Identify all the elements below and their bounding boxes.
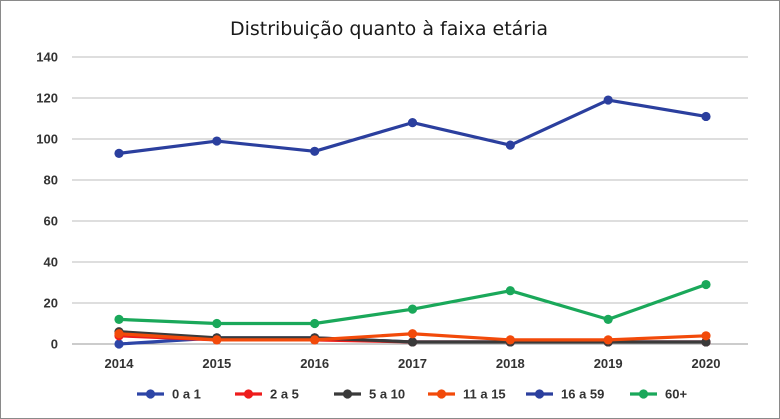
- data-point: [212, 318, 222, 329]
- data-point: [505, 335, 515, 345]
- data-point: [114, 329, 124, 339]
- legend-item: 0 a 1: [137, 387, 201, 402]
- series-group: [114, 95, 711, 349]
- data-point: [505, 140, 515, 150]
- y-tick-label: 140: [36, 50, 58, 65]
- y-tick-label: 20: [44, 296, 58, 311]
- legend-item: 11 a 15: [428, 387, 506, 402]
- legend: 0 a 1 2 a 5 5 a 10 11 a 15 16 a 59 60+: [137, 387, 687, 402]
- y-tick-label: 40: [44, 255, 58, 270]
- data-point: [407, 118, 418, 128]
- data-point: [310, 146, 320, 156]
- data-point: [505, 286, 515, 296]
- data-point: [603, 95, 613, 105]
- x-tick-label: 2015: [202, 356, 231, 371]
- legend-label: 60+: [665, 387, 687, 402]
- series-11-a-15: [114, 329, 711, 345]
- data-point: [212, 136, 222, 146]
- x-tick-label: 2018: [496, 356, 525, 371]
- y-tick-label: 120: [36, 91, 58, 106]
- x-tick-label: 2014: [105, 356, 135, 371]
- series-line: [117, 282, 708, 326]
- y-tick-label: 80: [44, 173, 58, 188]
- legend-swatch-marker: [638, 389, 649, 399]
- legend-swatch-marker: [342, 389, 353, 399]
- series-60plus: [114, 279, 711, 329]
- x-tick-label: 2017: [398, 356, 427, 371]
- legend-label: 0 a 1: [172, 387, 201, 402]
- legend-item: 60+: [630, 387, 687, 402]
- data-point: [407, 304, 418, 314]
- x-tick-label: 2019: [594, 356, 623, 371]
- x-axis-ticks: 2014 2015 2016 2017 2018 2019 2020: [105, 356, 721, 371]
- data-point: [603, 335, 613, 345]
- y-tick-label: 100: [36, 132, 58, 147]
- legend-swatch-marker: [436, 389, 447, 399]
- legend-swatch-marker: [534, 389, 545, 399]
- data-point: [114, 339, 124, 349]
- series-16-a-59: [114, 95, 711, 158]
- data-point: [407, 337, 418, 347]
- data-point: [407, 329, 418, 339]
- data-point: [701, 331, 711, 341]
- legend-label: 11 a 15: [463, 387, 506, 402]
- legend-label: 2 a 5: [270, 387, 299, 402]
- data-point: [310, 318, 320, 329]
- chart-title: Distribuição quanto à faixa etária: [230, 18, 548, 40]
- data-point: [701, 111, 711, 122]
- data-point: [310, 335, 320, 345]
- data-point: [603, 314, 613, 324]
- legend-swatch-marker: [243, 389, 254, 399]
- legend-item: 2 a 5: [235, 387, 299, 402]
- y-tick-label: 0: [51, 337, 58, 352]
- data-point: [701, 279, 711, 290]
- grid: [72, 56, 748, 345]
- legend-swatch-marker: [145, 389, 156, 399]
- legend-item: 16 a 59: [526, 387, 604, 402]
- data-point: [114, 314, 124, 324]
- y-axis-ticks: 0 20 40 60 80 100 120 140: [36, 50, 58, 352]
- legend-item: 5 a 10: [334, 387, 405, 402]
- x-tick-label: 2020: [692, 356, 721, 371]
- legend-label: 16 a 59: [561, 387, 604, 402]
- data-point: [212, 335, 222, 345]
- y-tick-label: 60: [44, 214, 58, 229]
- x-tick-label: 2016: [300, 356, 329, 371]
- data-point: [114, 148, 124, 158]
- legend-label: 5 a 10: [369, 387, 405, 402]
